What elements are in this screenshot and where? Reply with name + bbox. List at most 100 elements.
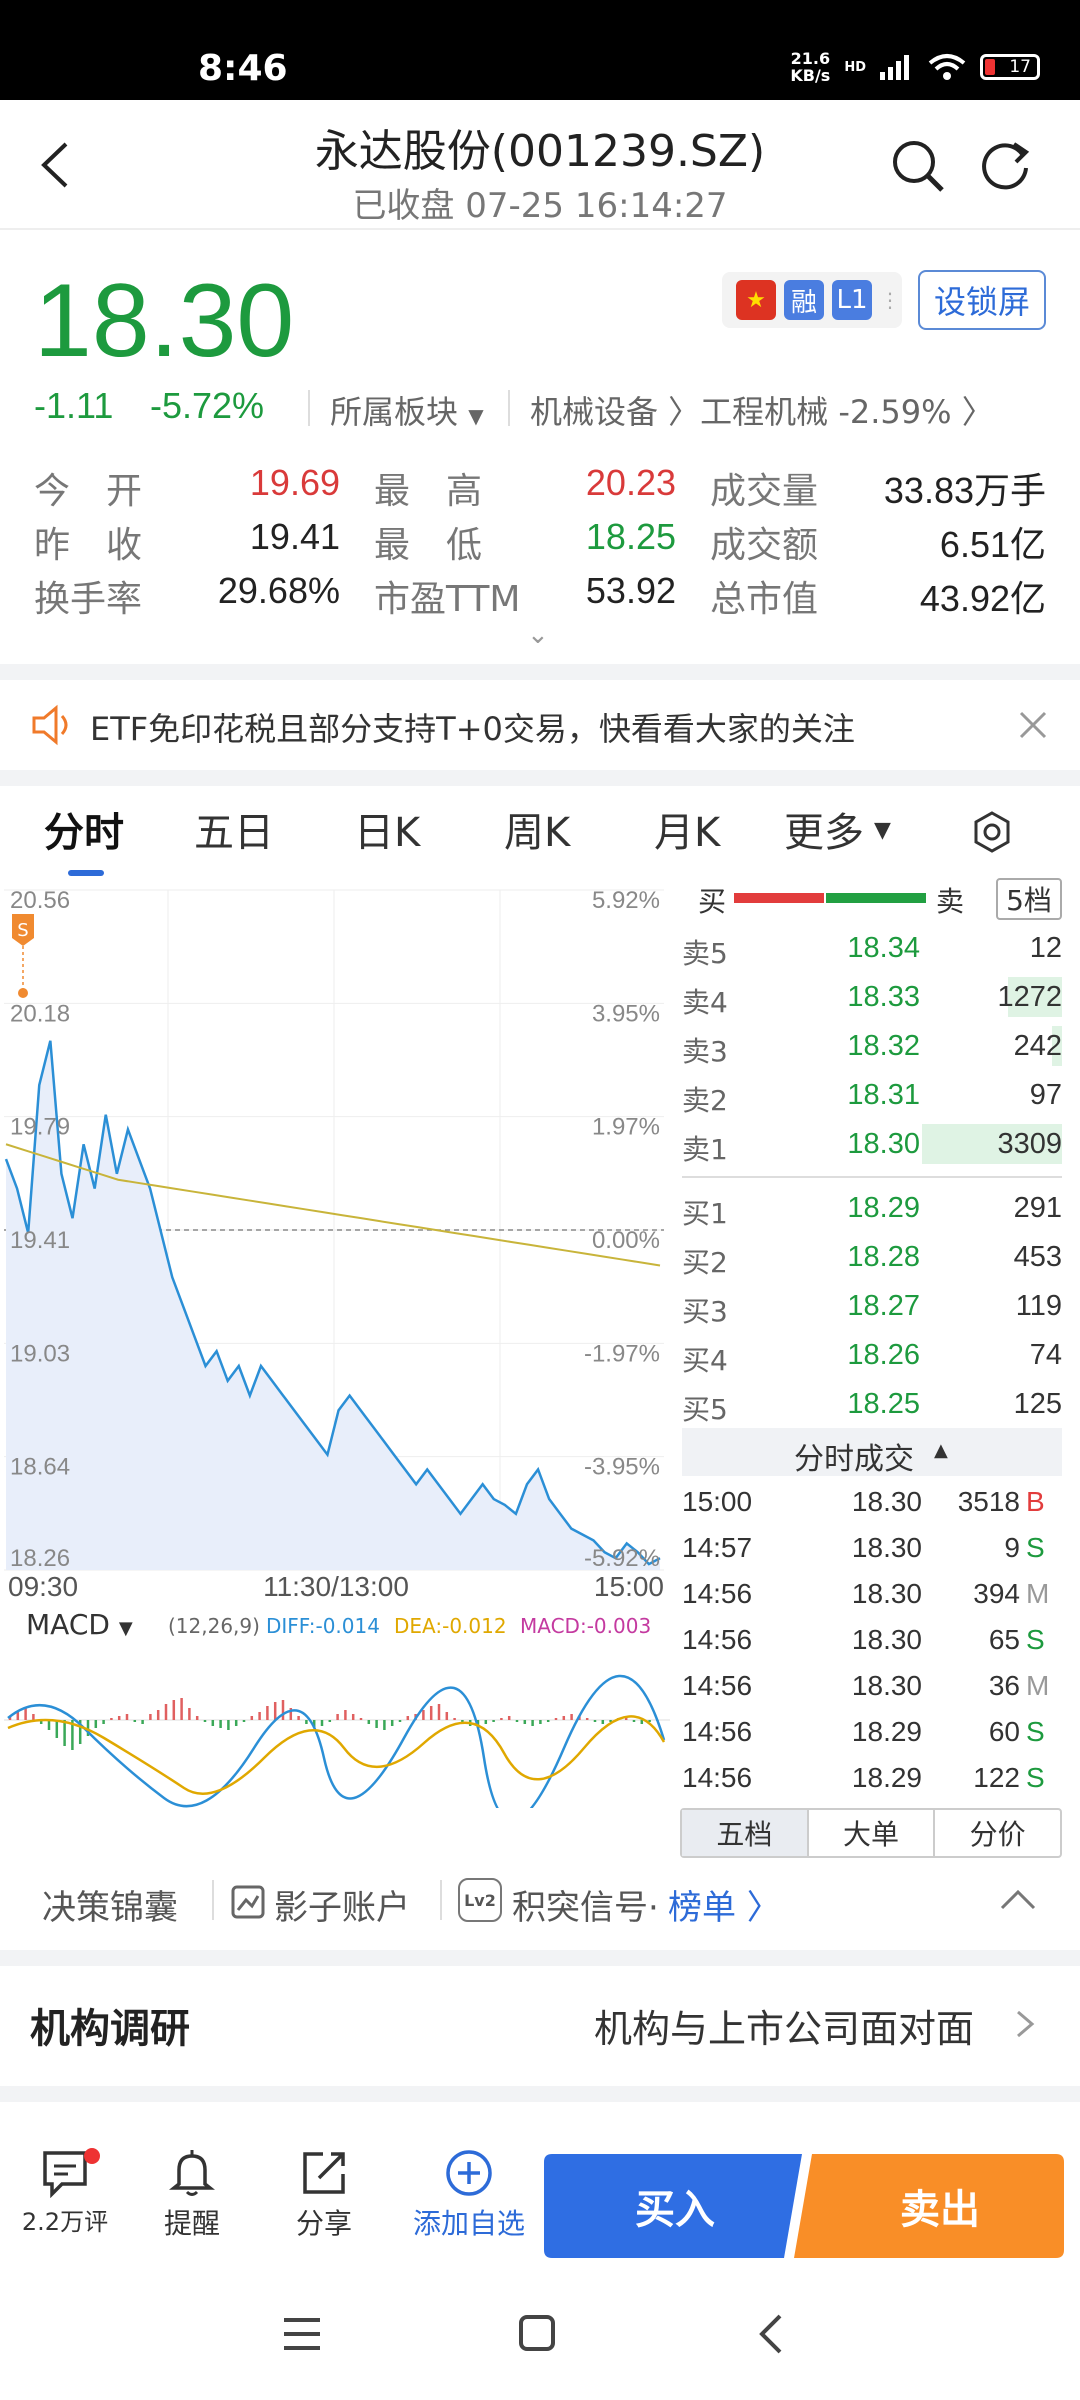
battery-icon: 17	[980, 54, 1040, 80]
trade-price: 18.29	[851, 1716, 922, 1747]
speed-value: 21.6	[790, 49, 831, 68]
remind-button[interactable]: 提醒	[152, 2148, 232, 2242]
comments-count: 2.2万评	[21, 2208, 109, 2236]
orderbook-tab[interactable]: 五档	[682, 1810, 809, 1856]
comments-button[interactable]: 2.2万评	[20, 2148, 110, 2237]
chart-tab[interactable]: 月K	[654, 810, 721, 856]
macd-dropdown[interactable]: MACD ▼	[26, 1608, 133, 1641]
order-price: 18.28	[847, 1241, 920, 1273]
back-nav-icon[interactable]	[756, 2312, 786, 2356]
chevron-right-icon	[1017, 2010, 1035, 2038]
divider	[440, 1880, 442, 1920]
chart-tab[interactable]: 更多	[784, 810, 864, 856]
comment-icon	[43, 2151, 87, 2199]
price-change-pct: -5.72%	[150, 385, 265, 426]
trade-side: S	[1026, 1624, 1045, 1655]
settings-icon[interactable]	[970, 810, 1014, 854]
order-label: 买3	[682, 1295, 728, 1328]
bell-icon	[169, 2150, 215, 2196]
sell-marker-icon	[12, 914, 34, 946]
order-price: 18.34	[847, 932, 920, 964]
stat-value: 6.51亿	[939, 524, 1046, 565]
search-icon	[893, 141, 944, 192]
more-dots-icon: ⋮	[880, 288, 900, 312]
network-speed: 21.6 KB/s	[790, 50, 830, 84]
y-tick-right: -3.95%	[584, 1454, 660, 1481]
sector-path[interactable]: 机械设备 〉工程机械 -2.59% 〉	[530, 393, 994, 431]
share-button[interactable]: 分享	[284, 2148, 364, 2242]
research-row[interactable]: 机构调研 机构与上市公司面对面	[0, 1966, 1080, 2076]
order-volume: 74	[1029, 1339, 1062, 1371]
trade-volume: 3518	[957, 1486, 1020, 1517]
y-tick-left: 19.79	[10, 1114, 70, 1141]
ranking-link[interactable]: 榜单 〉	[668, 1888, 781, 1928]
remind-label: 提醒	[163, 2207, 220, 2240]
y-tick-right: -5.92%	[584, 1545, 660, 1572]
signal-icon	[880, 55, 909, 80]
depth-button[interactable]: 5档	[996, 878, 1062, 920]
close-icon[interactable]	[1018, 710, 1048, 740]
lock-screen-button[interactable]: 设锁屏	[918, 270, 1046, 330]
orderbook-tab[interactable]: 大单	[809, 1810, 936, 1856]
order-label: 买5	[682, 1393, 728, 1426]
macd-params: (12,26,9)	[168, 1614, 260, 1638]
chart-tab[interactable]: 分时	[44, 810, 124, 856]
collapse-icon[interactable]	[998, 1888, 1038, 1912]
trade-time: 14:56	[682, 1670, 753, 1701]
buy-button[interactable]: 买入	[635, 2187, 715, 2233]
volume-bar	[1008, 977, 1062, 1017]
y-tick-right: 5.92%	[592, 887, 660, 914]
stat-label: 总市值	[710, 579, 819, 620]
stat-value: 19.41	[249, 516, 340, 557]
bottom-action-bar: 2.2万评 提醒 分享 添加自选 买入 卖出	[0, 2140, 1080, 2270]
badges[interactable]: ★ 融 L1 ⋮	[722, 272, 902, 328]
refresh-button[interactable]	[978, 138, 1034, 198]
search-button[interactable]	[890, 138, 946, 198]
current-price: 18.30	[34, 263, 295, 379]
macd-panel[interactable]: MACD ▼ (12,26,9) DIFF:-0.014 DEA:-0.012 …	[4, 1600, 670, 1810]
chart-tab[interactable]: 日K	[354, 810, 421, 856]
status-time: 8:46	[198, 48, 288, 89]
divider	[0, 228, 1080, 230]
y-tick-right: -1.97%	[584, 1340, 660, 1367]
stat-label: 成交额	[710, 525, 819, 566]
add-watchlist-label: 添加自选	[412, 2207, 525, 2240]
refresh-icon	[982, 142, 1030, 190]
sell-label: 卖	[936, 885, 965, 918]
section-gap	[0, 770, 1080, 786]
notice-bar[interactable]: ETF免印花税且部分支持T+0交易，快看看大家的关注	[0, 680, 1080, 770]
back-arrow-icon	[41, 142, 68, 188]
section-gap	[0, 2086, 1080, 2102]
shadow-account-link[interactable]: 影子账户	[274, 1888, 410, 1928]
section-gap	[0, 1950, 1080, 1966]
share-icon	[303, 2152, 345, 2194]
stat-label: 换手率	[34, 579, 143, 620]
menu-icon[interactable]	[282, 2316, 322, 2352]
macd-value: MACD:-0.003	[520, 1614, 652, 1638]
expand-icon[interactable]: ⌄	[527, 620, 549, 650]
stat-label: 市盈TTM	[374, 579, 521, 620]
add-watchlist-button[interactable]: 添加自选	[404, 2148, 534, 2242]
chart-tab[interactable]: 周K	[504, 810, 571, 856]
trade-buttons	[544, 2154, 1064, 2258]
chart-tab[interactable]: 五日	[194, 810, 274, 856]
orderbook-tab[interactable]: 分价	[969, 1818, 1026, 1851]
price-change: -1.11	[34, 385, 114, 426]
signal-label[interactable]: 积突信号·	[512, 1888, 659, 1928]
sector-dropdown[interactable]: 所属板块 ▼	[330, 387, 484, 433]
research-title: 机构调研	[30, 2006, 190, 2052]
sell-button[interactable]: 卖出	[900, 2187, 980, 2233]
strategy-link[interactable]: 决策锦囊	[42, 1888, 178, 1928]
buy-ratio-bar	[734, 893, 824, 903]
order-volume: 119	[1015, 1290, 1062, 1322]
trade-volume: 60	[988, 1716, 1020, 1747]
back-button[interactable]	[38, 140, 72, 194]
intraday-chart[interactable]: 20.56 20.18 19.79 19.41 19.03 18.64 18.26 5.92%…	[0, 880, 670, 1600]
y-tick-left: 20.18	[10, 1000, 70, 1027]
trade-price: 18.30	[851, 1670, 922, 1701]
trade-volume: 9	[1004, 1532, 1020, 1563]
share-label: 分享	[295, 2207, 352, 2240]
trade-volume: 65	[988, 1624, 1020, 1655]
trades-header[interactable]	[682, 1428, 1062, 1476]
home-icon[interactable]	[518, 2314, 556, 2352]
